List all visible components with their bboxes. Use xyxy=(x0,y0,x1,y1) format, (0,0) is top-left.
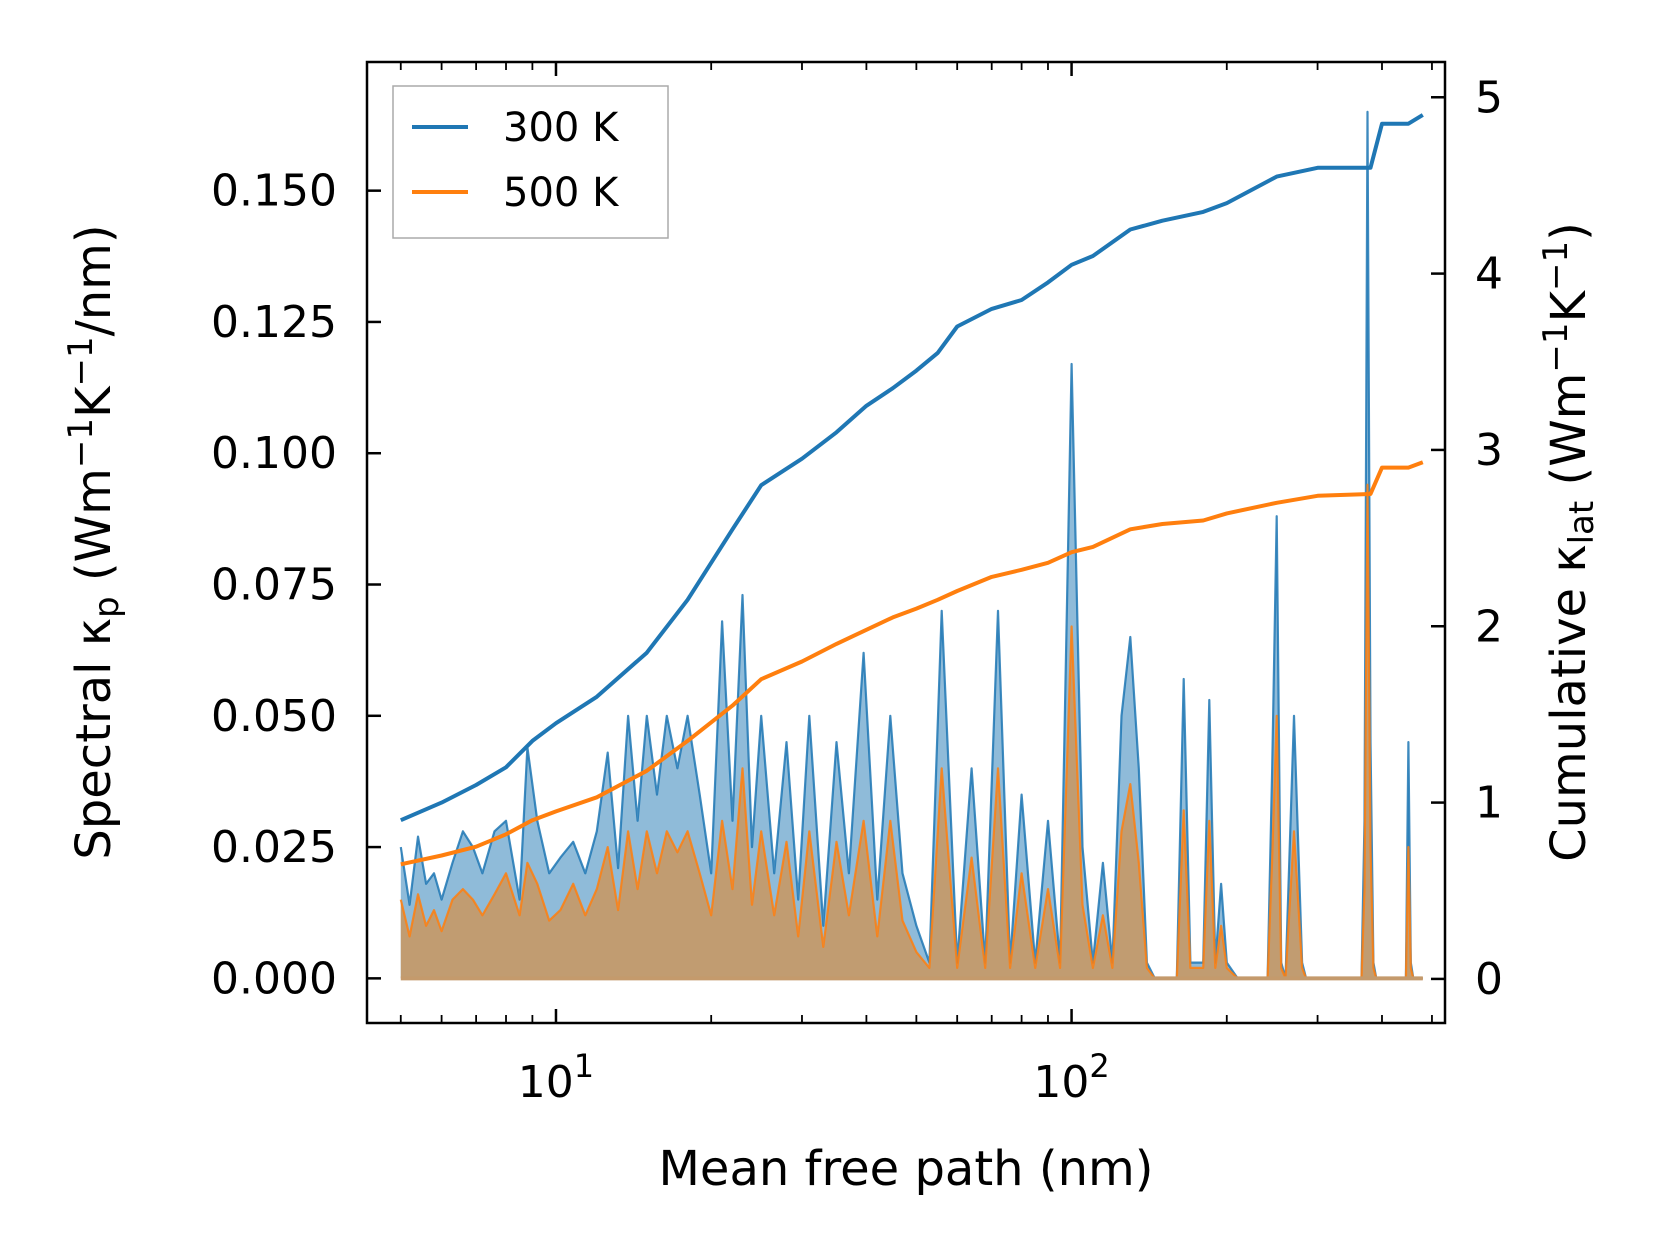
y-right-title-prefix: Cumulative κ xyxy=(1541,544,1597,862)
y-right-tick-label: 0 xyxy=(1475,954,1503,1005)
y-right-title-units-close: ) xyxy=(1541,222,1597,241)
spectral-500k-area xyxy=(400,484,1423,979)
y-right-title-sup2: −1 xyxy=(1536,241,1576,291)
legend: 300 K 500 K xyxy=(392,85,669,239)
x-axis-title: Mean free path (nm) xyxy=(659,1141,1154,1197)
y-left-title-mid: K xyxy=(66,385,122,418)
plot-content xyxy=(399,110,1424,981)
legend-frame xyxy=(392,85,669,239)
cumulative-300k-line xyxy=(400,113,1424,823)
y-left-title-units-close: /nm) xyxy=(66,224,122,336)
x-tick-label: 102 xyxy=(1033,1047,1109,1108)
y-left-tick-label: 0.125 xyxy=(211,297,337,348)
y-right-tick-label: 1 xyxy=(1475,778,1503,829)
y-left-title-sub: p xyxy=(87,596,127,618)
legend-label-500k: 500 K xyxy=(503,170,620,216)
y-right-title-mid: K xyxy=(1541,289,1597,322)
y-left-title-sup2: −1 xyxy=(61,336,101,386)
y-left-tick-label: 0.075 xyxy=(211,560,337,611)
y-right-title-sup1: −1 xyxy=(1536,322,1576,372)
cumulative-500k-line xyxy=(400,460,1424,867)
y-right-title-units-open: (Wm xyxy=(1541,373,1597,501)
x-tick-label: 101 xyxy=(518,1047,594,1108)
axis-ticks: 0.000 0.025 0.050 0.075 0.100 0.125 0.150 0 1 2 3 4… xyxy=(211,62,1503,1108)
y-left-title-prefix: Spectral κ xyxy=(66,618,122,860)
y-left-tick-label: 0.050 xyxy=(211,691,337,742)
y-left-axis-title: Spectral κp (Wm−1K−1/nm) xyxy=(61,224,127,859)
y-left-title-units-open: (Wm xyxy=(66,468,122,596)
y-left-tick-label: 0.000 xyxy=(211,953,337,1004)
y-right-tick-label: 2 xyxy=(1475,601,1503,652)
y-right-title-sub: lat xyxy=(1562,501,1602,545)
spectral-500k-line xyxy=(399,483,1423,980)
y-left-tick-label: 0.025 xyxy=(211,822,337,873)
x-tick-label-exp: 2 xyxy=(1089,1047,1109,1085)
plot-frame xyxy=(365,60,1447,1025)
y-left-title-sup1: −1 xyxy=(61,418,101,468)
y-left-tick-label: 0.150 xyxy=(211,166,337,217)
x-tick-label-base: 10 xyxy=(518,1057,574,1108)
y-right-tick-label: 3 xyxy=(1475,425,1503,476)
x-tick-label-base: 10 xyxy=(1033,1057,1089,1108)
y-left-tick-label: 0.100 xyxy=(211,428,337,479)
y-right-tick-label: 4 xyxy=(1475,249,1503,300)
y-right-axis-title: Cumulative κlat (Wm−1K−1) xyxy=(1536,222,1602,862)
y-right-tick-label: 5 xyxy=(1475,72,1503,123)
x-tick-label-exp: 1 xyxy=(574,1047,594,1085)
legend-label-300k: 300 K xyxy=(503,105,620,151)
